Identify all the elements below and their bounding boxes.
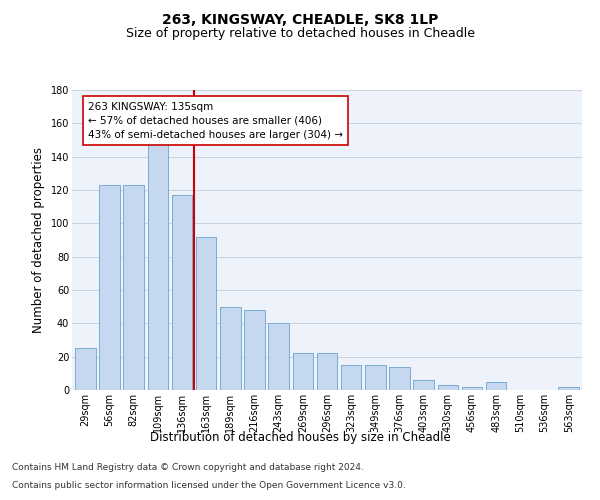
Bar xyxy=(365,365,386,390)
Text: Distribution of detached houses by size in Cheadle: Distribution of detached houses by size … xyxy=(149,431,451,444)
Text: Size of property relative to detached houses in Cheadle: Size of property relative to detached ho… xyxy=(125,28,475,40)
Bar xyxy=(317,354,337,390)
Bar xyxy=(196,236,217,390)
Text: Contains HM Land Registry data © Crown copyright and database right 2024.: Contains HM Land Registry data © Crown c… xyxy=(12,464,364,472)
Bar xyxy=(148,140,168,390)
Bar xyxy=(341,365,361,390)
Bar xyxy=(124,185,144,390)
Y-axis label: Number of detached properties: Number of detached properties xyxy=(32,147,45,333)
Bar xyxy=(413,380,434,390)
Bar xyxy=(486,382,506,390)
Bar xyxy=(172,195,192,390)
Bar xyxy=(99,185,120,390)
Text: Contains public sector information licensed under the Open Government Licence v3: Contains public sector information licen… xyxy=(12,481,406,490)
Bar xyxy=(389,366,410,390)
Bar xyxy=(559,386,579,390)
Text: 263, KINGSWAY, CHEADLE, SK8 1LP: 263, KINGSWAY, CHEADLE, SK8 1LP xyxy=(162,12,438,26)
Bar xyxy=(293,354,313,390)
Bar xyxy=(244,310,265,390)
Bar xyxy=(220,306,241,390)
Text: 263 KINGSWAY: 135sqm
← 57% of detached houses are smaller (406)
43% of semi-deta: 263 KINGSWAY: 135sqm ← 57% of detached h… xyxy=(88,102,343,140)
Bar xyxy=(462,386,482,390)
Bar xyxy=(268,324,289,390)
Bar xyxy=(437,385,458,390)
Bar xyxy=(75,348,95,390)
